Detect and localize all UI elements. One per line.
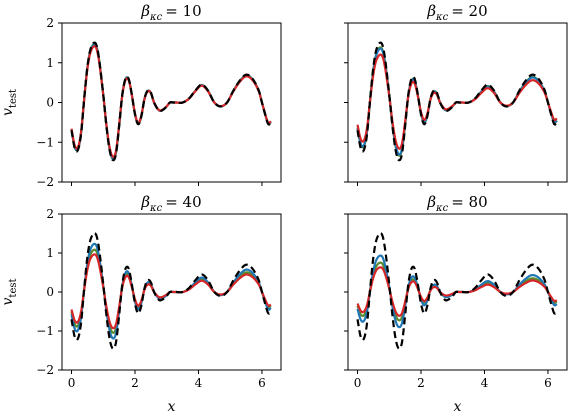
x-tick-label: 4	[481, 376, 489, 390]
y-tick-label: 0	[46, 285, 54, 299]
y-tick-label: −1	[36, 324, 54, 338]
series-reference	[70, 41, 272, 162]
x-tick-label: 2	[417, 376, 425, 390]
x-tick-label: 0	[68, 376, 76, 390]
x-tick-label: 0	[354, 376, 362, 390]
x-tick-label: 6	[544, 376, 552, 390]
x-axis-label: x	[168, 399, 176, 415]
series-reference	[356, 232, 558, 350]
x-tick-label: 2	[131, 376, 139, 390]
y-axis-label: vtest	[0, 278, 19, 305]
series-reference	[356, 41, 558, 162]
x-tick-label: 4	[195, 376, 203, 390]
x-axis-label: x	[454, 399, 462, 415]
y-axis-label: vtest	[0, 89, 19, 116]
panel-title: βκc = 80	[426, 193, 487, 214]
y-tick-label: 0	[46, 96, 54, 110]
y-tick-label: 1	[46, 246, 54, 260]
y-tick-label: −2	[36, 363, 54, 377]
y-tick-label: −1	[36, 135, 54, 149]
panel-2: βκc = 20	[344, 2, 568, 186]
x-tick-label: 6	[258, 376, 266, 390]
panel-1: βκc = 10 −2 −1 0 1 2 vtest	[0, 2, 282, 189]
y-tick-label: −2	[36, 175, 54, 189]
panel-title: βκc = 10	[140, 2, 201, 23]
panel-4: βκc = 80 0 2 4 6 x	[344, 193, 568, 415]
series-reference	[70, 232, 272, 350]
panel-title: βκc = 40	[140, 193, 201, 214]
panel-title: βκc = 20	[426, 2, 487, 23]
y-tick-label: 2	[46, 207, 54, 221]
panel-3: βκc = 40 0 2 4 6 −2 −1 0 1 2 x vtest	[0, 193, 282, 415]
y-tick-label: 2	[46, 16, 54, 30]
y-tick-label: 1	[46, 56, 54, 70]
